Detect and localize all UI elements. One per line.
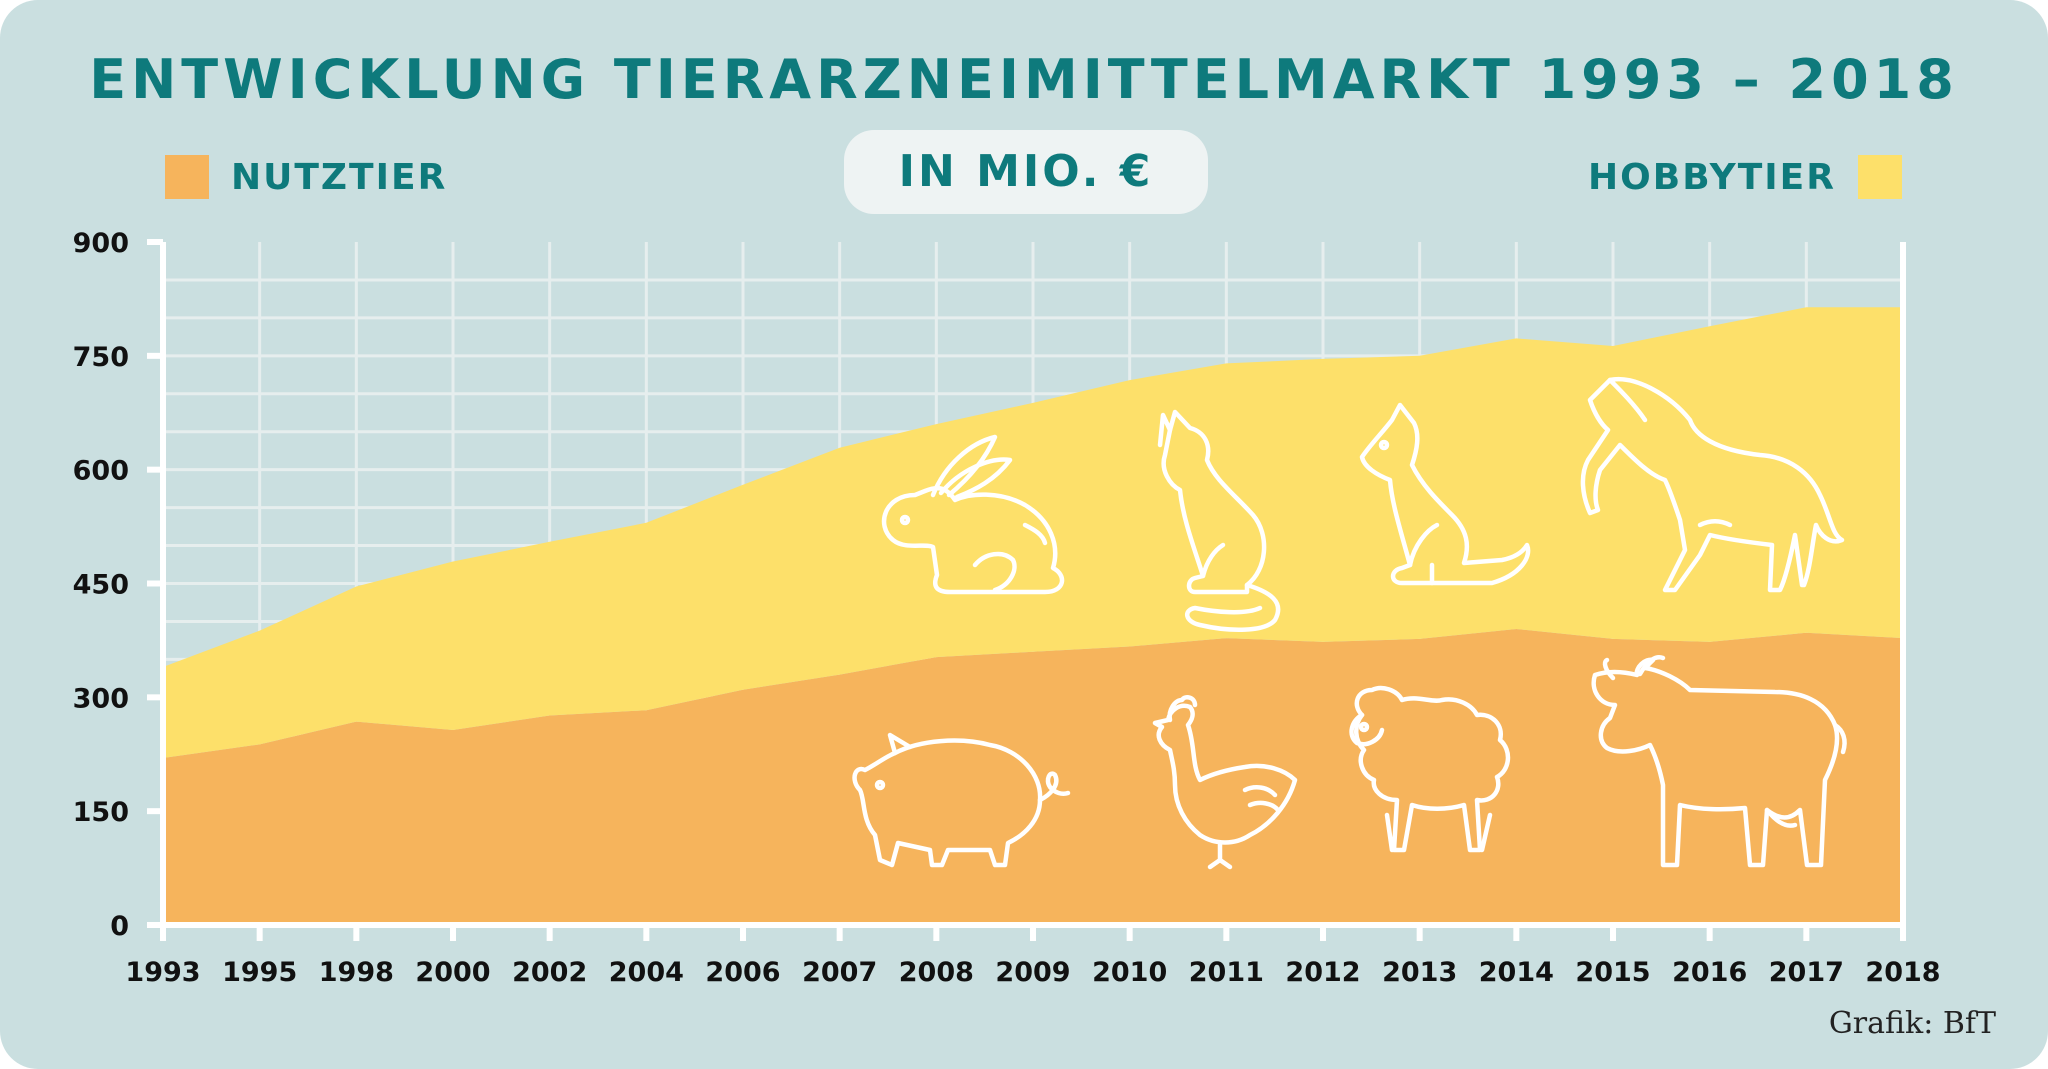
y-tick-label: 300 — [73, 683, 129, 714]
cat-icon — [1157, 409, 1281, 632]
x-tick-label: 2000 — [415, 957, 490, 988]
x-tick-label: 2007 — [802, 957, 877, 988]
legend-nutztier: NUTZTIER — [165, 154, 447, 200]
legend-swatch-nutztier — [165, 155, 209, 199]
y-tick-label: 750 — [73, 342, 129, 373]
chart-title: ENTWICKLUNG TIERARZNEIMITTELMARKT 1993 –… — [89, 48, 1959, 111]
x-tick-label: 2008 — [899, 957, 974, 988]
y-tick-label: 0 — [110, 911, 129, 942]
legend-label-hobbytier: HOBBYTIER — [1588, 156, 1836, 198]
x-tick-label: 1995 — [222, 957, 297, 988]
y-tick-label: 600 — [73, 456, 129, 487]
x-tick-label: 2015 — [1575, 957, 1650, 988]
y-tick-label: 450 — [73, 570, 129, 601]
y-axis-ticks: 0 150 300 450 600 750 900 — [73, 228, 163, 942]
x-tick-label: 1998 — [319, 957, 394, 988]
x-tick-label: 2010 — [1092, 957, 1167, 988]
chicken-icon — [1152, 695, 1298, 870]
legend-hobbytier: HOBBYTIER — [1588, 154, 1902, 200]
horse-icon — [1580, 376, 1845, 593]
x-tick-label: 2016 — [1672, 957, 1747, 988]
y-tick-label: 150 — [73, 797, 129, 828]
x-tick-label: 1993 — [125, 957, 200, 988]
x-tick-label: 2017 — [1769, 957, 1844, 988]
x-tick-label: 2012 — [1285, 957, 1360, 988]
rabbit-icon — [881, 434, 1065, 595]
source-credit: Grafik: BfT — [1828, 1006, 1996, 1041]
area-series-hobbytier — [163, 307, 1903, 758]
x-axis-ticks: 1993 1995 1998 2000 2002 2004 2006 2007 2008 2009… — [125, 925, 1941, 988]
x-tick-label: 2011 — [1189, 957, 1264, 988]
y-tick-label: 900 — [73, 228, 129, 259]
x-tick-label: 2009 — [995, 957, 1070, 988]
unit-label: IN MIO. € — [844, 130, 1208, 214]
x-tick-label: 2014 — [1479, 957, 1554, 988]
x-tick-label: 2013 — [1382, 957, 1457, 988]
x-tick-label: 2006 — [705, 957, 780, 988]
dog-icon — [1359, 402, 1531, 586]
legend-swatch-hobbytier — [1858, 155, 1902, 199]
pig-icon — [852, 732, 1071, 868]
x-tick-label: 2018 — [1865, 957, 1940, 988]
x-tick-label: 2002 — [512, 957, 587, 988]
legend-label-nutztier: NUTZTIER — [231, 156, 448, 198]
sheep-icon — [1349, 685, 1511, 853]
cow-icon — [1591, 655, 1847, 868]
x-tick-label: 2004 — [609, 957, 684, 988]
